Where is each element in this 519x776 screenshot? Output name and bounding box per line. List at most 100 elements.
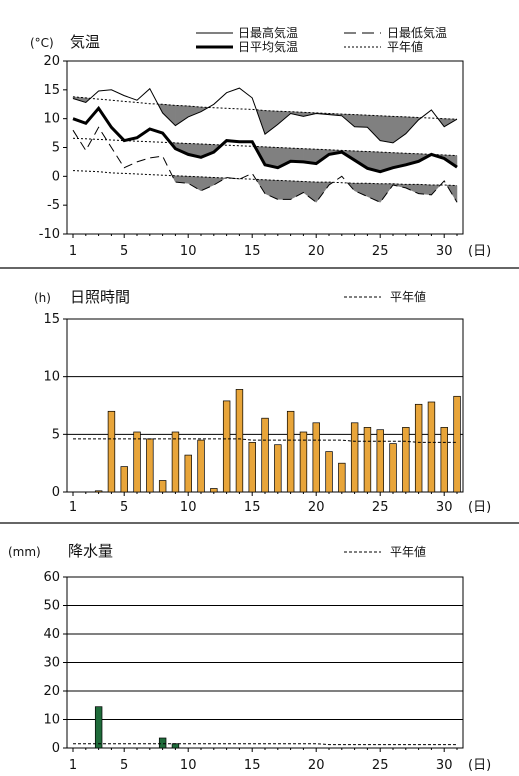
- sunshine-bar: [350, 422, 359, 493]
- temperature-unit: (°C): [30, 36, 54, 50]
- y-tick-label: 0: [52, 485, 60, 500]
- temperature-xlabel: (日): [468, 244, 491, 259]
- y-tick-label: 20: [43, 54, 60, 69]
- below-normal-shade: [200, 176, 215, 192]
- x-tick-label: 10: [180, 758, 197, 773]
- y-tick-label: 15: [43, 312, 60, 327]
- sunshine-bar: [120, 466, 128, 493]
- x-tick-label: 5: [120, 758, 128, 773]
- y-tick-label: 10: [43, 370, 60, 385]
- sunshine-bar: [427, 401, 436, 493]
- y-tick-label: 10: [43, 112, 60, 127]
- sunshine-bar: [248, 442, 256, 493]
- x-tick-label: 15: [244, 244, 261, 259]
- y-tick-label: 60: [43, 570, 60, 585]
- x-tick-label: 1: [69, 500, 77, 515]
- below-normal-shade: [290, 180, 304, 200]
- precipitation-bar: [171, 743, 180, 749]
- normal-value-line: [73, 438, 457, 443]
- sunshine-legend-label: 平年値: [390, 289, 426, 304]
- y-tick-label: 5: [52, 427, 60, 442]
- x-tick-label: 30: [436, 244, 453, 259]
- sunshine-bar: [210, 488, 218, 493]
- sunshine-bar: [440, 427, 448, 493]
- x-tick-label: 20: [308, 500, 325, 515]
- sunshine-bar: [158, 480, 167, 493]
- below-normal-shade: [290, 147, 304, 163]
- below-normal-shade: [354, 183, 368, 197]
- below-normal-shade: [354, 114, 368, 128]
- sunshine-bar: [133, 431, 141, 493]
- sunshine-bar: [299, 431, 308, 493]
- below-normal-shade: [367, 114, 381, 142]
- below-normal-shade: [187, 176, 202, 192]
- legend-label-max: 日最高気温: [238, 25, 298, 40]
- x-tick-label: 1: [69, 758, 77, 773]
- sunshine-bar: [94, 490, 103, 493]
- normal-temperature-line: [72, 96, 458, 120]
- y-tick-label: 5: [52, 141, 60, 156]
- sunshine-bar: [376, 429, 384, 493]
- below-normal-shade: [277, 180, 291, 200]
- sunshine-bar: [414, 403, 423, 493]
- temperature-title: 気温: [70, 33, 100, 51]
- y-tick-label: 10: [43, 713, 60, 728]
- x-tick-label: 15: [244, 758, 261, 773]
- below-normal-shade: [392, 116, 407, 144]
- sunshine-bar: [286, 410, 295, 493]
- precipitation-bar: [94, 706, 103, 749]
- y-tick-label: 50: [43, 599, 60, 614]
- sunshine-bar: [222, 400, 231, 493]
- below-normal-shade: [264, 110, 279, 135]
- below-normal-shade: [175, 105, 189, 127]
- normal-temperature-line: [72, 170, 458, 187]
- sunshine-bar: [184, 454, 192, 493]
- sunshine-xlabel: (日): [468, 500, 491, 515]
- x-tick-label: 20: [308, 244, 325, 259]
- x-tick-label: 25: [372, 758, 389, 773]
- sunshine-bar: [261, 417, 269, 493]
- x-tick-label: 25: [372, 244, 389, 259]
- sunshine-bar: [325, 451, 333, 493]
- sunshine-bar: [197, 439, 205, 493]
- sunshine-bar: [235, 389, 244, 493]
- x-tick-label: 30: [436, 758, 453, 773]
- x-tick-label: 5: [120, 244, 128, 259]
- legend-label-mean: 日平均気温: [238, 39, 298, 54]
- precipitation-bar: [158, 737, 167, 749]
- sunshine-bar: [338, 462, 346, 493]
- precipitation-title: 降水量: [68, 542, 113, 560]
- x-tick-label: 15: [244, 500, 261, 515]
- sunshine-bar: [146, 438, 154, 493]
- y-tick-label: 0: [52, 169, 60, 184]
- below-normal-shade: [303, 181, 317, 203]
- x-tick-label: 25: [372, 500, 389, 515]
- max-temperature-line: [72, 87, 458, 144]
- sunshine-bar: [274, 444, 282, 493]
- y-tick-label: 0: [52, 741, 60, 756]
- x-tick-label: 10: [180, 500, 197, 515]
- plot-frame: [66, 60, 464, 235]
- x-tick-label: 5: [120, 500, 128, 515]
- sunshine-bar: [453, 395, 461, 493]
- x-tick-label: 30: [436, 500, 453, 515]
- legend-label-normal: 平年値: [387, 39, 423, 54]
- sunshine-bar: [402, 427, 410, 493]
- sunshine-bar: [363, 427, 372, 493]
- sunshine-bar: [312, 422, 320, 493]
- below-normal-shade: [418, 184, 432, 196]
- x-tick-label: 10: [180, 244, 197, 259]
- x-tick-label: 1: [69, 244, 77, 259]
- x-tick-label: 20: [308, 758, 325, 773]
- min-temperature-line: [72, 126, 458, 204]
- precipitation-unit: (mm): [8, 545, 41, 559]
- sunshine-title: 日照時間: [70, 288, 130, 306]
- sunshine-bar: [171, 431, 180, 493]
- normal-temperature-line: [72, 137, 458, 157]
